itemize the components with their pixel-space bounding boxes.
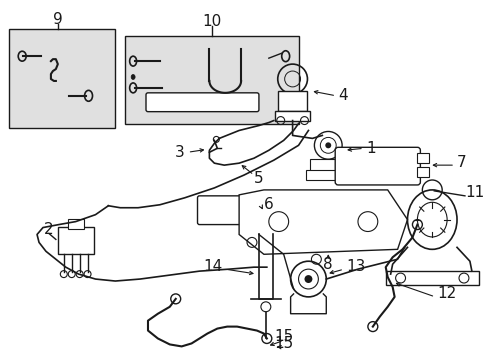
FancyBboxPatch shape xyxy=(385,271,478,285)
Text: 9: 9 xyxy=(53,12,62,27)
FancyBboxPatch shape xyxy=(248,212,263,220)
FancyBboxPatch shape xyxy=(306,170,349,180)
FancyBboxPatch shape xyxy=(146,93,258,112)
FancyBboxPatch shape xyxy=(310,159,346,171)
FancyBboxPatch shape xyxy=(334,147,420,185)
FancyBboxPatch shape xyxy=(125,36,298,123)
FancyBboxPatch shape xyxy=(68,219,83,229)
Text: 6: 6 xyxy=(264,197,273,212)
Text: 2: 2 xyxy=(44,222,54,237)
Text: 12: 12 xyxy=(436,287,455,301)
FancyBboxPatch shape xyxy=(417,167,428,177)
Text: 10: 10 xyxy=(203,14,222,29)
Text: 4: 4 xyxy=(338,88,347,103)
FancyBboxPatch shape xyxy=(417,153,428,163)
Text: 14: 14 xyxy=(203,259,222,274)
FancyBboxPatch shape xyxy=(274,111,310,121)
FancyBboxPatch shape xyxy=(58,226,93,254)
Text: 13: 13 xyxy=(346,259,365,274)
FancyBboxPatch shape xyxy=(277,91,307,111)
Text: 7: 7 xyxy=(456,155,466,170)
Text: 1: 1 xyxy=(365,141,375,156)
Text: 5: 5 xyxy=(254,171,263,185)
Text: 3: 3 xyxy=(175,145,184,160)
Text: 11: 11 xyxy=(464,185,483,201)
Circle shape xyxy=(325,142,330,148)
FancyBboxPatch shape xyxy=(197,196,250,225)
Text: 8: 8 xyxy=(323,257,332,272)
FancyBboxPatch shape xyxy=(9,30,115,129)
Circle shape xyxy=(304,275,312,283)
Text: 15: 15 xyxy=(273,329,293,344)
Ellipse shape xyxy=(131,75,135,80)
Text: 15: 15 xyxy=(273,336,293,351)
FancyBboxPatch shape xyxy=(248,202,263,210)
Polygon shape xyxy=(239,190,407,254)
